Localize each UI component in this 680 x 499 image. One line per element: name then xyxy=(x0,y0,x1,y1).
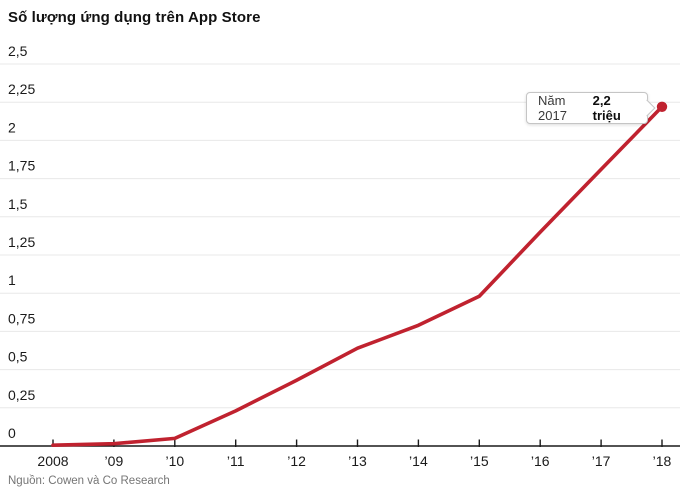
y-axis-tick-label: 0,75 xyxy=(8,310,35,326)
x-axis-tick-label: ’09 xyxy=(105,453,124,469)
x-axis-tick-label: ’11 xyxy=(227,453,245,469)
tooltip-value: 2,2 triệu xyxy=(592,93,621,123)
x-axis-tick-label: ’12 xyxy=(287,453,306,469)
x-axis-tick-label: ’18 xyxy=(653,453,672,469)
y-axis-tick-label: 1,5 xyxy=(8,196,28,212)
data-line xyxy=(51,104,664,448)
source-note: Nguồn: Cowen và Co Research xyxy=(8,475,170,487)
y-axis-tick-label: 2,5 xyxy=(8,43,28,59)
y-axis-tick-label: 0,25 xyxy=(8,387,35,403)
y-axis-tick-label: 2 xyxy=(8,119,16,135)
tooltip-year-label: Năm 2017 xyxy=(538,93,567,123)
x-axis-tick-label: ’17 xyxy=(592,453,611,469)
x-axis-tick-label: ’16 xyxy=(531,453,550,469)
y-axis-tick-label: 1 xyxy=(8,272,16,288)
data-point-dot[interactable] xyxy=(656,101,668,112)
x-axis-tick-label: ’13 xyxy=(348,453,367,469)
x-axis-tick-label: ’15 xyxy=(470,453,489,469)
y-axis-tick-label: 0,5 xyxy=(8,349,28,365)
chart-title: Số lượng ứng dụng trên App Store xyxy=(8,9,261,26)
x-axis-tick-label: 2008 xyxy=(37,453,68,469)
y-axis-tick-label: 2,25 xyxy=(8,81,35,97)
y-axis-tick-label: 1,75 xyxy=(8,158,35,174)
y-axis-tick-label: 1,25 xyxy=(8,234,35,250)
y-axis-tick-label: 0 xyxy=(8,425,16,441)
x-axis-tick-label: ’10 xyxy=(165,453,184,469)
tooltip: Năm 2017 2,2 triệu xyxy=(526,92,648,124)
x-axis-tick-label: ’14 xyxy=(409,453,428,469)
